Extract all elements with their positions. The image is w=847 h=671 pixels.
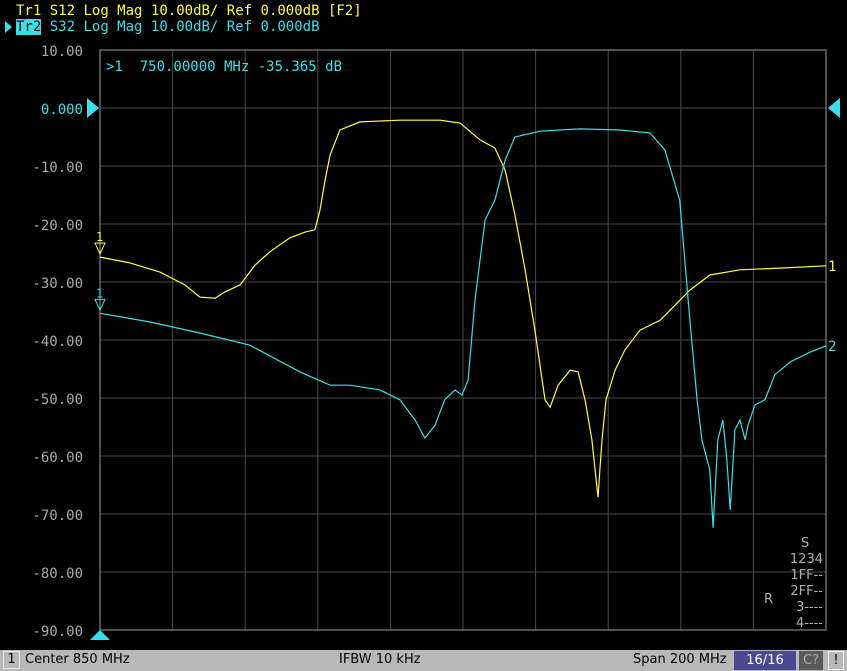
plot-border [99, 49, 827, 631]
sparam-r-label: R [764, 592, 773, 607]
center-frequency[interactable]: Center 850 MHz [25, 652, 130, 667]
trace-end-label: 2 [828, 339, 836, 355]
y-tick-label: -60.00 [32, 450, 83, 466]
span[interactable]: Span 200 MHz [633, 652, 727, 667]
status-bar: 1 Center 850 MHz IFBW 10 kHz Span 200 MH… [0, 650, 847, 671]
y-tick-labels: 10.00 0.000 -10.00 -20.00 -30.00 -40.00 -50.00… [32, 44, 840, 640]
marker-label: 1 [96, 286, 103, 300]
trace2-header[interactable]: Tr2 S32 Log Mag 10.00dB/ Ref 0.000dB [16, 19, 320, 35]
marker-triangle-icon [94, 298, 106, 312]
plot-area[interactable]: 10.00 0.000 -10.00 -20.00 -30.00 -40.00 -50.00… [0, 0, 847, 650]
sparam-row: 2FF-- [790, 584, 823, 599]
trace-2-line [99, 128, 827, 528]
y-tick-label: -80.00 [32, 566, 83, 582]
sparam-table: S 1234 1FF-- 2FF-- 3---- 4---- R [764, 536, 823, 631]
y-tick-label: -90.00 [32, 624, 83, 640]
y-tick-label: 0.000 [41, 102, 83, 118]
y-tick-label: -30.00 [32, 276, 83, 292]
calibration-status: C? [799, 651, 823, 670]
sparam-row: 4---- [796, 616, 823, 631]
reference-level-right-icon [828, 98, 840, 118]
y-tick-label: -70.00 [32, 508, 83, 524]
channel-indicator[interactable]: 1 [3, 651, 20, 669]
sparam-header: S [801, 536, 809, 551]
ifbw[interactable]: IFBW 10 kHz [339, 652, 421, 667]
sparam-ports: 1234 [790, 552, 823, 567]
marker-label: 1 [96, 230, 103, 244]
y-tick-label: -40.00 [32, 334, 83, 350]
trace1-header[interactable]: Tr1 S12 Log Mag 10.00dB/ Ref 0.000dB [F2… [16, 3, 362, 19]
sparam-row: 3---- [796, 600, 823, 615]
y-tick-label: -10.00 [32, 160, 83, 176]
marker-triangle-icon [94, 242, 106, 256]
trace-header: Tr1 S12 Log Mag 10.00dB/ Ref 0.000dB [F2… [16, 3, 362, 35]
sparam-row: 1FF-- [790, 568, 823, 583]
sweep-count: 16/16 [734, 651, 796, 670]
active-trace-arrow-icon [5, 21, 12, 33]
trace-1-line [99, 119, 827, 498]
marker-position-icon [90, 630, 110, 640]
reference-level-left-icon [87, 98, 99, 118]
trace-end-label: 1 [828, 259, 836, 275]
marker-readout: >1 750.00000 MHz -35.365 dB [106, 59, 342, 75]
y-tick-label: 10.00 [41, 44, 83, 60]
y-tick-label: -20.00 [32, 218, 83, 234]
y-tick-label: -50.00 [32, 392, 83, 408]
grid [99, 49, 827, 631]
traces [99, 119, 827, 528]
warning-indicator[interactable]: ! [828, 651, 844, 670]
markers: 1 1 1 2 [94, 230, 836, 355]
